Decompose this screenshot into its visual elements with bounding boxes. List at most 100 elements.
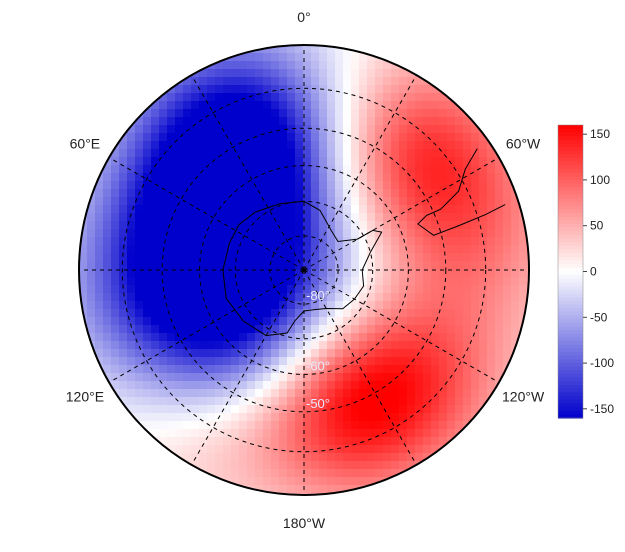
field-cell bbox=[247, 373, 256, 382]
field-cell bbox=[223, 253, 232, 262]
field-cell bbox=[119, 309, 128, 318]
field-cell bbox=[127, 397, 136, 406]
colorbar-segment bbox=[558, 176, 583, 181]
field-cell bbox=[263, 293, 272, 302]
colorbar-segment bbox=[558, 194, 583, 199]
field-cell bbox=[223, 309, 232, 318]
field-cell bbox=[455, 277, 464, 286]
colorbar-segment bbox=[558, 256, 583, 262]
field-cell bbox=[319, 117, 328, 126]
colorbar-tick-label: -150 bbox=[590, 402, 614, 416]
field-cell bbox=[431, 397, 440, 406]
field-cell bbox=[319, 301, 328, 310]
field-cell bbox=[383, 389, 392, 398]
field-cell bbox=[191, 285, 200, 294]
field-cell bbox=[183, 389, 192, 398]
field-cell bbox=[151, 389, 160, 398]
field-cell bbox=[191, 197, 200, 206]
field-cell bbox=[87, 229, 96, 238]
graticule-meridian bbox=[108, 269, 305, 383]
field-cell bbox=[287, 461, 296, 470]
field-cell bbox=[303, 53, 312, 62]
field-cell bbox=[247, 229, 256, 238]
field-cell bbox=[271, 205, 280, 214]
field-cell bbox=[399, 277, 408, 286]
field-cell bbox=[383, 365, 392, 374]
field-cell bbox=[335, 93, 344, 102]
field-cell bbox=[247, 261, 256, 270]
field-cell bbox=[423, 413, 432, 422]
field-cell bbox=[407, 261, 416, 270]
field-cell bbox=[247, 429, 256, 438]
field-cell bbox=[455, 413, 464, 422]
field-cell bbox=[343, 133, 352, 142]
field-cell bbox=[487, 341, 496, 350]
field-cell bbox=[439, 93, 448, 102]
field-cell bbox=[359, 77, 368, 86]
field-cell bbox=[311, 181, 320, 190]
field-cell bbox=[231, 301, 240, 310]
longitude-label: 0° bbox=[297, 9, 310, 25]
field-cell bbox=[487, 373, 496, 382]
field-cell bbox=[143, 181, 152, 190]
field-cell bbox=[335, 85, 344, 94]
field-cell bbox=[335, 381, 344, 390]
field-cell bbox=[271, 429, 280, 438]
field-cell bbox=[151, 237, 160, 246]
field-cell bbox=[367, 461, 376, 470]
field-cell bbox=[207, 309, 216, 318]
field-cell bbox=[463, 141, 472, 150]
field-cell bbox=[191, 93, 200, 102]
field-cell bbox=[151, 357, 160, 366]
field-cell bbox=[327, 373, 336, 382]
field-cell bbox=[175, 381, 184, 390]
field-cell bbox=[495, 341, 504, 350]
field-cell bbox=[111, 149, 120, 158]
field-cell bbox=[135, 213, 144, 222]
field-cell bbox=[343, 245, 352, 254]
field-cell bbox=[447, 293, 456, 302]
field-cell bbox=[231, 421, 240, 430]
field-cell bbox=[343, 437, 352, 446]
field-cell bbox=[423, 189, 432, 198]
field-cell bbox=[391, 365, 400, 374]
field-cell bbox=[415, 205, 424, 214]
colorbar-segment bbox=[558, 407, 583, 412]
field-cell bbox=[111, 381, 120, 390]
field-cell bbox=[375, 453, 384, 462]
field-cell bbox=[151, 133, 160, 142]
field-cell bbox=[455, 325, 464, 334]
field-cell bbox=[223, 85, 232, 94]
field-cell bbox=[191, 189, 200, 198]
field-cell bbox=[463, 341, 472, 350]
field-cell bbox=[279, 429, 288, 438]
field-cell bbox=[143, 253, 152, 262]
field-cell bbox=[263, 117, 272, 126]
field-cell bbox=[335, 133, 344, 142]
field-cell bbox=[239, 285, 248, 294]
field-cell bbox=[463, 245, 472, 254]
field-cell bbox=[503, 349, 512, 358]
field-cell bbox=[447, 173, 456, 182]
field-cell bbox=[455, 157, 464, 166]
field-cell bbox=[447, 269, 456, 278]
field-cell bbox=[247, 253, 256, 262]
field-cell bbox=[383, 133, 392, 142]
field-cell bbox=[215, 429, 224, 438]
field-cell bbox=[135, 301, 144, 310]
field-cell bbox=[207, 429, 216, 438]
field-cell bbox=[447, 349, 456, 358]
field-cell bbox=[359, 117, 368, 126]
field-cell bbox=[335, 349, 344, 358]
field-cell bbox=[271, 421, 280, 430]
field-cell bbox=[343, 389, 352, 398]
field-cell bbox=[127, 381, 136, 390]
field-cell bbox=[159, 141, 168, 150]
field-cell bbox=[191, 205, 200, 214]
field-cell bbox=[479, 245, 488, 254]
field-cell bbox=[495, 245, 504, 254]
field-cell bbox=[447, 117, 456, 126]
field-cell bbox=[303, 237, 312, 246]
field-cell bbox=[383, 469, 392, 478]
field-cell bbox=[183, 213, 192, 222]
